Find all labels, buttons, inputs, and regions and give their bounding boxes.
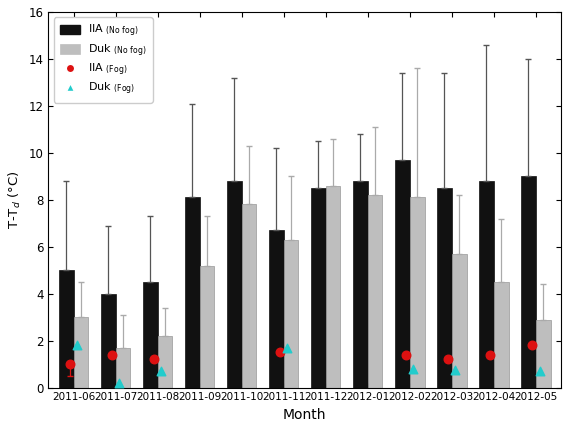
Bar [326,186,340,388]
Point [535,368,544,375]
Bar [353,181,368,388]
Bar [185,197,200,388]
Point [149,356,158,363]
Bar [227,181,242,388]
Bar [452,254,466,388]
Point [65,361,74,368]
Bar [494,282,508,388]
Bar [158,336,173,388]
Legend: IIA $_{\mathregular{(No\ fog)}}$, Duk $_{\mathregular{(No\ fog)}}$, IIA $_{\math: IIA $_{\mathregular{(No\ fog)}}$, Duk $_… [54,18,153,103]
Bar [269,230,284,388]
Point [275,349,285,356]
Bar [74,317,89,388]
Point [409,366,418,372]
Bar [410,197,424,388]
Point [283,344,292,351]
Bar [101,294,116,388]
Point [402,351,411,358]
Bar [311,188,326,388]
Point [451,367,460,374]
Point [486,351,495,358]
Point [444,356,453,363]
Point [528,342,537,349]
Bar [143,282,158,388]
Bar [242,205,256,388]
Y-axis label: T-T$_d$ (°C): T-T$_d$ (°C) [7,170,23,229]
Bar [59,270,74,388]
Point [73,342,82,349]
Point [157,368,166,375]
Bar [200,266,215,388]
Bar [521,176,536,388]
Bar [536,320,550,388]
Bar [479,181,494,388]
Bar [395,160,410,388]
Bar [437,188,452,388]
X-axis label: Month: Month [283,408,327,422]
Point [115,380,124,387]
Point [107,351,116,358]
Bar [284,240,298,388]
Bar [116,348,131,388]
Bar [368,195,382,388]
